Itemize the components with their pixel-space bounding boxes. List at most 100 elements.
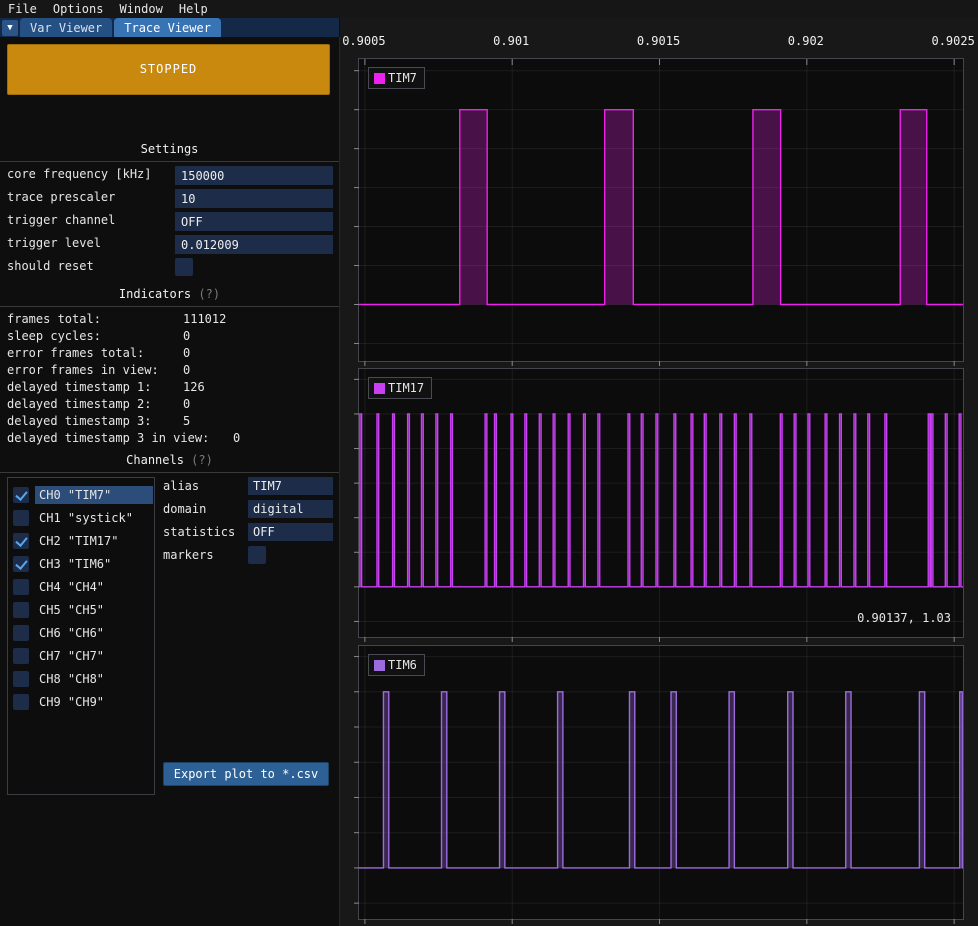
- acquisition-state-button[interactable]: STOPPED: [7, 44, 330, 95]
- channel-0-label[interactable]: CH0 "TIM7": [35, 486, 153, 504]
- tim17-swatch-icon: [374, 383, 385, 394]
- channel-row-4[interactable]: CH4 "CH4": [13, 577, 149, 599]
- alias-input[interactable]: [248, 477, 333, 495]
- trigger-level-label: trigger level: [7, 236, 101, 250]
- menu-options[interactable]: Options: [45, 2, 112, 16]
- channel-6-checkbox[interactable]: [13, 625, 29, 641]
- time-tick-label-1: 0.901: [493, 34, 529, 48]
- indicators-help-icon: (?): [198, 287, 220, 301]
- channel-9-checkbox[interactable]: [13, 694, 29, 710]
- plot-tim6-legend[interactable]: TIM6: [368, 654, 425, 676]
- statistics-label: statistics: [163, 525, 235, 539]
- channel-2-checkbox[interactable]: [13, 533, 29, 549]
- should-reset-checkbox[interactable]: [175, 258, 193, 276]
- channel-1-label[interactable]: CH1 "systick": [35, 509, 137, 527]
- tab-var-viewer[interactable]: Var Viewer: [20, 18, 112, 37]
- channel-4-label[interactable]: CH4 "CH4": [35, 578, 108, 596]
- tim17-legend-label: TIM17: [388, 381, 424, 395]
- channel-listbox: CH0 "TIM7" CH1 "systick" CH2 "TIM17" CH3 "T…: [7, 477, 155, 795]
- indicators-title: Indicators (?): [0, 287, 339, 301]
- channel-8-label[interactable]: CH8 "CH8": [35, 670, 108, 688]
- channel-7-checkbox[interactable]: [13, 648, 29, 664]
- indicator-row: error frames in view:0: [7, 363, 332, 380]
- domain-label: domain: [163, 502, 206, 516]
- markers-checkbox[interactable]: [248, 546, 266, 564]
- trigger-channel-select[interactable]: [175, 212, 333, 231]
- channel-8-checkbox[interactable]: [13, 671, 29, 687]
- core-frequency-input[interactable]: [175, 166, 333, 185]
- tim7-legend-label: TIM7: [388, 71, 417, 85]
- channel-7-label[interactable]: CH7 "CH7": [35, 647, 108, 665]
- delayed-ts3-value: 5: [183, 414, 190, 428]
- channel-row-0[interactable]: CH0 "TIM7": [13, 485, 149, 507]
- indicator-row: delayed timestamp 3 in view:0: [7, 431, 332, 448]
- menu-help[interactable]: Help: [171, 2, 216, 16]
- should-reset-label: should reset: [7, 259, 94, 273]
- delayed-ts1-value: 126: [183, 380, 205, 394]
- core-frequency-label: core frequency [kHz]: [7, 167, 152, 181]
- separator: [0, 472, 339, 473]
- indicator-row: frames total:111012: [7, 312, 332, 329]
- channel-6-label[interactable]: CH6 "CH6": [35, 624, 108, 642]
- collapse-arrow-icon[interactable]: ▼: [2, 20, 18, 36]
- trigger-channel-label: trigger channel: [7, 213, 115, 227]
- time-axis-labels: 0.90050.9010.90150.9020.9025: [358, 34, 962, 49]
- delayed-ts2-value: 0: [183, 397, 190, 411]
- mouse-position-readout: 0.90137, 1.03: [857, 611, 951, 625]
- error-frames-in-view-value: 0: [183, 363, 190, 377]
- statistics-select[interactable]: [248, 523, 333, 541]
- settings-title: Settings: [0, 142, 339, 156]
- channel-1-checkbox[interactable]: [13, 510, 29, 526]
- domain-select[interactable]: [248, 500, 333, 518]
- channel-row-1[interactable]: CH1 "systick": [13, 508, 149, 530]
- time-tick-label-0: 0.9005: [342, 34, 385, 48]
- time-tick-label-4: 0.9025: [931, 34, 974, 48]
- channel-2-label[interactable]: CH2 "TIM17": [35, 532, 122, 550]
- tim7-swatch-icon: [374, 73, 385, 84]
- alias-label: alias: [163, 479, 199, 493]
- time-tick-label-2: 0.9015: [637, 34, 680, 48]
- indicator-row: sleep cycles:0: [7, 329, 332, 346]
- control-sidebar: STOPPED Settings core frequency [kHz] tr…: [0, 37, 340, 926]
- menu-file[interactable]: File: [0, 2, 45, 16]
- separator: [0, 161, 339, 162]
- tim6-legend-label: TIM6: [388, 658, 417, 672]
- export-csv-button[interactable]: Export plot to *.csv: [163, 762, 329, 786]
- trigger-level-input[interactable]: [175, 235, 333, 254]
- channels-help-icon: (?): [191, 453, 213, 467]
- channel-row-6[interactable]: CH6 "CH6": [13, 623, 149, 645]
- markers-label: markers: [163, 548, 214, 562]
- channel-row-8[interactable]: CH8 "CH8": [13, 669, 149, 691]
- separator: [0, 306, 339, 307]
- plot-tim6[interactable]: TIM6: [358, 645, 964, 920]
- channel-3-checkbox[interactable]: [13, 556, 29, 572]
- channel-9-label[interactable]: CH9 "CH9": [35, 693, 108, 711]
- plot-tim7[interactable]: TIM7: [358, 58, 964, 362]
- menu-window[interactable]: Window: [111, 2, 170, 16]
- frames-total-value: 111012: [183, 312, 226, 326]
- channel-row-9[interactable]: CH9 "CH9": [13, 692, 149, 714]
- trace-prescaler-label: trace prescaler: [7, 190, 115, 204]
- channel-4-checkbox[interactable]: [13, 579, 29, 595]
- channel-0-checkbox[interactable]: [13, 487, 29, 503]
- channel-5-label[interactable]: CH5 "CH5": [35, 601, 108, 619]
- channel-row-2[interactable]: CH2 "TIM17": [13, 531, 149, 553]
- plot-tim7-legend[interactable]: TIM7: [368, 67, 425, 89]
- time-tick-label-3: 0.902: [788, 34, 824, 48]
- channels-title: Channels (?): [0, 453, 339, 467]
- indicator-row: error frames total:0: [7, 346, 332, 363]
- channel-row-3[interactable]: CH3 "TIM6": [13, 554, 149, 576]
- delayed-ts3-in-view-value: 0: [233, 431, 240, 445]
- indicator-row: delayed timestamp 2:0: [7, 397, 332, 414]
- channel-5-checkbox[interactable]: [13, 602, 29, 618]
- sleep-cycles-value: 0: [183, 329, 190, 343]
- indicator-row: delayed timestamp 1:126: [7, 380, 332, 397]
- channel-3-label[interactable]: CH3 "TIM6": [35, 555, 115, 573]
- plot-tim17-legend[interactable]: TIM17: [368, 377, 432, 399]
- channel-row-5[interactable]: CH5 "CH5": [13, 600, 149, 622]
- error-frames-total-value: 0: [183, 346, 190, 360]
- trace-prescaler-input[interactable]: [175, 189, 333, 208]
- plot-tim17[interactable]: TIM17 0.90137, 1.03: [358, 368, 964, 638]
- tab-trace-viewer[interactable]: Trace Viewer: [114, 18, 221, 37]
- channel-row-7[interactable]: CH7 "CH7": [13, 646, 149, 668]
